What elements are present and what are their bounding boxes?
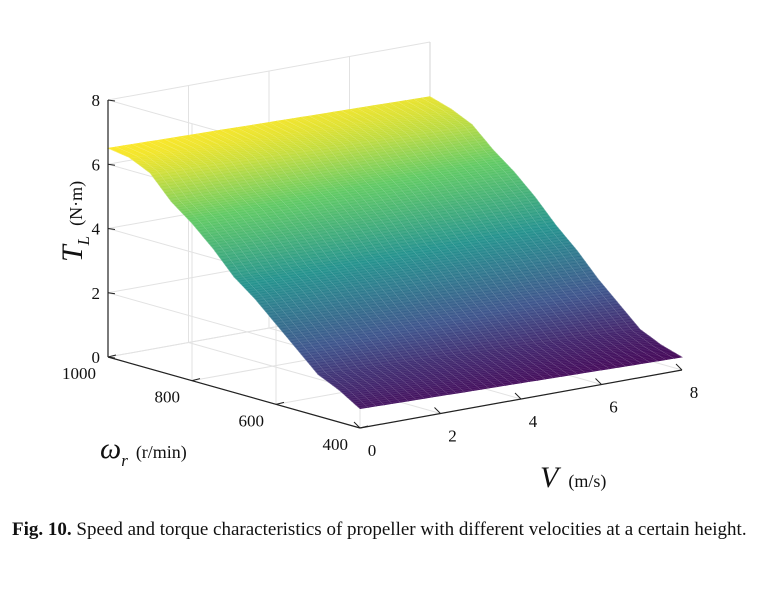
caption-text: Speed and torque characteristics of prop… (76, 519, 747, 540)
x-tick-label: 4 (529, 412, 538, 431)
caption-label: Fig. 10. (12, 519, 72, 540)
z-tick (107, 228, 116, 230)
z-tick (107, 99, 116, 102)
x-tick-label: 8 (690, 383, 699, 402)
surface-mesh (106, 96, 683, 410)
x-axis-symbol: V (540, 461, 562, 494)
x-tick-label: 0 (368, 441, 377, 460)
x-axis-title: V (m/s) (540, 461, 606, 494)
y-tick-label: 400 (323, 435, 349, 454)
z-tick (107, 292, 116, 295)
z-axis-title: TL(N·m) (56, 181, 93, 262)
y-tick-label: 1000 (62, 364, 96, 383)
figure-caption: Fig. 10. Speed and torque characteristic… (12, 516, 747, 543)
z-tick-label: 4 (92, 220, 101, 239)
z-tick-label: 8 (92, 91, 101, 110)
x-tick-label: 2 (448, 427, 457, 446)
y-axis-symbol: ω (100, 432, 121, 465)
z-tick-label: 2 (92, 284, 101, 303)
y-axis-title: ωr (r/min) (100, 432, 187, 470)
z-tick-label: 6 (92, 155, 101, 174)
z-axis-subscript: L (74, 236, 93, 246)
x-axis-unit: (m/s) (568, 471, 606, 492)
y-tick-label: 800 (155, 388, 181, 407)
z-tick (107, 163, 116, 166)
z-axis-unit: (N·m) (66, 181, 87, 226)
y-axis-subscript: r (121, 451, 128, 470)
y-axis-unit: (r/min) (136, 442, 187, 463)
x-tick-label: 6 (609, 398, 618, 417)
y-tick-label: 600 (239, 411, 265, 430)
